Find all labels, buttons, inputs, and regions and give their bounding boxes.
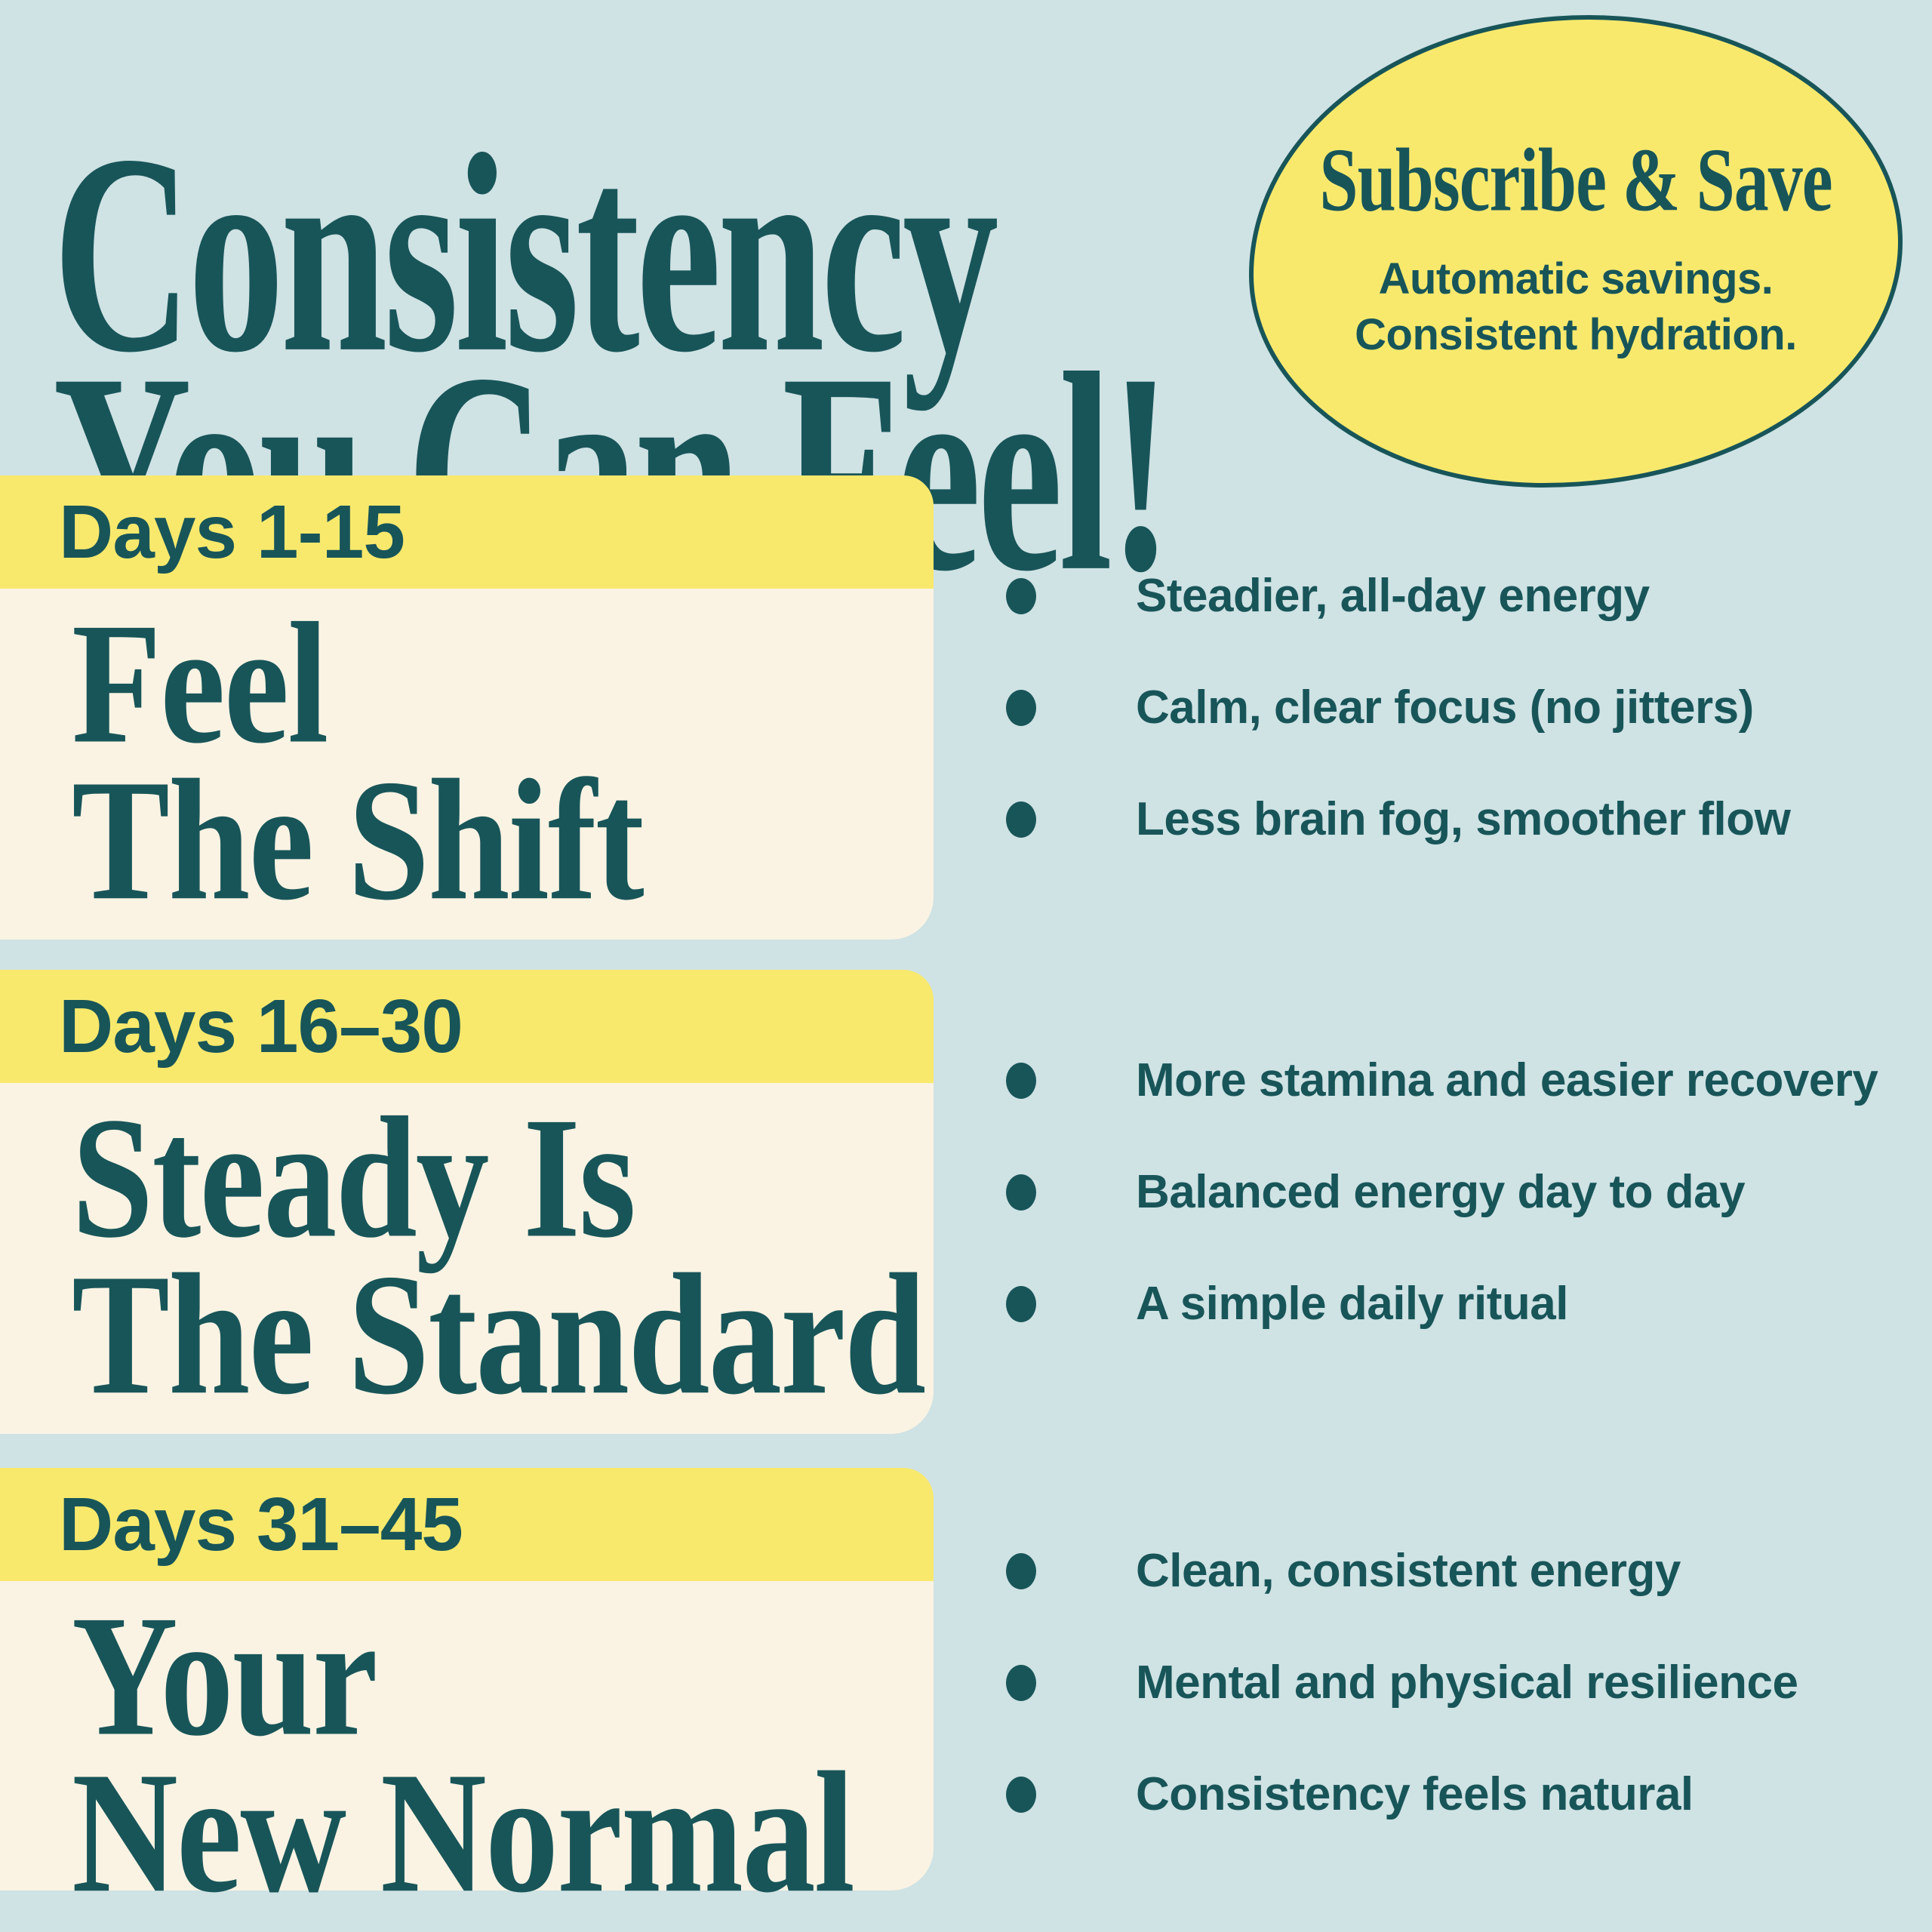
section-2-label: Days 16–30: [59, 983, 463, 1069]
heading-line: New Normal: [72, 1737, 855, 1929]
bullet-icon: [1006, 801, 1036, 838]
list-item: A simple daily ritual: [1006, 1279, 1932, 1329]
bullet-text: Clean, consistent energy: [1136, 1545, 1681, 1597]
section-1-benefits-list: Steadier, all-day energy Calm, clear foc…: [1006, 571, 1932, 906]
heading-line: Feel: [72, 587, 328, 780]
heading-line: The Standard: [72, 1238, 926, 1431]
section-3-label: Days 31–45: [59, 1481, 463, 1567]
section-1-heading: Feel The Shift: [72, 587, 645, 937]
bullet-icon: [1006, 1063, 1036, 1099]
bullet-text: Consistency feels natural: [1136, 1768, 1694, 1820]
page-title: Consistency You Can Feel!: [53, 97, 1173, 615]
heading-line: Steady Is: [72, 1081, 636, 1275]
bullet-text: More stamina and easier recovery: [1136, 1054, 1878, 1106]
bullet-text: Steadier, all-day energy: [1136, 570, 1650, 622]
list-item: Calm, clear focus (no jitters): [1006, 683, 1932, 733]
heading-line: Your: [72, 1580, 378, 1773]
section-2-label-bar: Days 16–30: [0, 970, 934, 1083]
section-2-heading: Steady Is The Standard: [72, 1081, 926, 1431]
section-3-panel: Your New Normal: [0, 1581, 934, 1920]
title-line-1: Consistency: [53, 97, 998, 412]
bullet-text: Less brain fog, smoother flow: [1136, 793, 1791, 845]
list-item: More stamina and easier recovery: [1006, 1056, 1932, 1106]
bullet-icon: [1006, 1286, 1036, 1322]
list-item: Balanced energy day to day: [1006, 1168, 1932, 1217]
heading-line: The Shift: [72, 744, 645, 937]
bullet-icon: [1006, 690, 1036, 726]
bullet-text: Mental and physical resilience: [1136, 1657, 1798, 1709]
section-1-panel: Feel The Shift: [0, 589, 934, 940]
section-3-label-bar: Days 31–45: [0, 1468, 934, 1581]
badge-subtitle-line-1: Automatic savings.: [1378, 254, 1774, 303]
section-2-benefits-list: More stamina and easier recovery Balance…: [1006, 1056, 1932, 1391]
list-item: Mental and physical resilience: [1006, 1658, 1932, 1708]
badge-title: Subscribe & Save: [1319, 129, 1832, 230]
list-item: Less brain fog, smoother flow: [1006, 795, 1932, 844]
list-item: Steadier, all-day energy: [1006, 571, 1932, 621]
bullet-text: Calm, clear focus (no jitters): [1136, 681, 1754, 734]
bullet-icon: [1006, 1665, 1036, 1701]
bullet-icon: [1006, 578, 1036, 614]
bullet-icon: [1006, 1777, 1036, 1813]
bullet-text: A simple daily ritual: [1136, 1278, 1568, 1330]
subscribe-save-badge[interactable]: Subscribe & Save Automatic savings. Cons…: [1249, 15, 1903, 488]
section-1-label-bar: Days 1-15: [0, 475, 934, 589]
section-1-label: Days 1-15: [59, 489, 405, 574]
section-3-heading: Your New Normal: [72, 1580, 855, 1929]
bullet-icon: [1006, 1553, 1036, 1589]
bullet-icon: [1006, 1174, 1036, 1211]
bullet-text: Balanced energy day to day: [1136, 1166, 1746, 1218]
badge-subtitle-line-2: Consistent hydration.: [1355, 310, 1797, 359]
section-2-panel: Steady Is The Standard: [0, 1083, 934, 1434]
list-item: Consistency feels natural: [1006, 1770, 1932, 1820]
section-3-benefits-list: Clean, consistent energy Mental and phys…: [1006, 1546, 1932, 1881]
list-item: Clean, consistent energy: [1006, 1546, 1932, 1596]
